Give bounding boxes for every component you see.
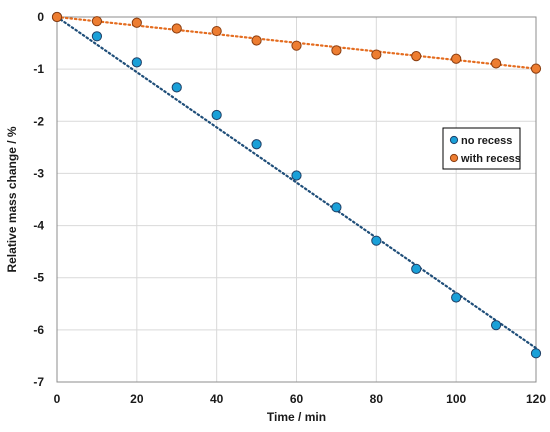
legend: no recess with recess xyxy=(442,127,521,170)
y-tick-label: -2 xyxy=(33,114,44,128)
y-tick-label: 0 xyxy=(37,10,44,24)
data-point-no-recess xyxy=(131,57,142,68)
y-tick-label: -3 xyxy=(33,166,44,180)
x-tick-label: 100 xyxy=(446,392,466,406)
data-point-with-recess xyxy=(291,40,302,51)
data-point-no-recess xyxy=(291,170,302,181)
data-point-with-recess xyxy=(490,58,502,69)
legend-box xyxy=(442,127,521,170)
data-point-with-recess xyxy=(331,45,342,56)
data-point-with-recess xyxy=(371,49,382,60)
y-tick-label: -7 xyxy=(33,375,44,389)
data-point-with-recess xyxy=(131,17,142,28)
data-point-with-recess xyxy=(91,16,103,27)
data-point-no-recess xyxy=(371,235,382,246)
x-axis-title: Time / min xyxy=(267,410,326,424)
y-tick-label: -5 xyxy=(33,271,44,285)
legend-marker xyxy=(449,153,459,163)
plot-frame xyxy=(56,16,537,383)
data-point-no-recess xyxy=(451,292,462,303)
y-axis-title: Relative mass change / % xyxy=(5,126,19,272)
data-point-no-recess xyxy=(171,82,182,93)
data-point-no-recess xyxy=(530,348,542,359)
data-point-with-recess xyxy=(411,51,422,62)
data-point-with-recess xyxy=(211,25,222,37)
y-tick-label: -1 xyxy=(33,62,44,76)
data-point-with-recess xyxy=(51,11,63,23)
legend-label: no recess xyxy=(461,135,512,147)
x-tick-label: 60 xyxy=(290,392,304,406)
x-tick-label: 40 xyxy=(210,392,224,406)
x-tick-labels: 0 20 40 60 80 100 120 xyxy=(54,392,547,406)
x-tick-label: 80 xyxy=(370,392,384,406)
data-point-no-recess xyxy=(331,202,342,213)
y-tick-label: -4 xyxy=(33,219,44,233)
x-tick-label: 120 xyxy=(526,392,546,406)
y-tick-labels: 0 -1 -2 -3 -4 -5 -6 -7 xyxy=(33,10,44,389)
y-tick-label: -6 xyxy=(33,323,44,337)
x-tick-label: 20 xyxy=(130,392,144,406)
data-point-with-recess xyxy=(251,35,262,46)
legend-marker xyxy=(449,135,459,145)
gridlines xyxy=(56,16,537,383)
data-point-no-recess xyxy=(91,31,103,42)
data-point-no-recess xyxy=(211,109,222,121)
data-point-no-recess xyxy=(490,320,502,331)
x-tick-label: 0 xyxy=(54,392,61,406)
legend-label: with recess xyxy=(460,153,521,165)
data-points xyxy=(51,11,542,359)
data-point-with-recess xyxy=(530,63,542,74)
data-point-with-recess xyxy=(171,23,182,34)
data-point-no-recess xyxy=(411,263,422,274)
data-point-with-recess xyxy=(451,53,462,64)
data-point-no-recess xyxy=(251,139,262,150)
